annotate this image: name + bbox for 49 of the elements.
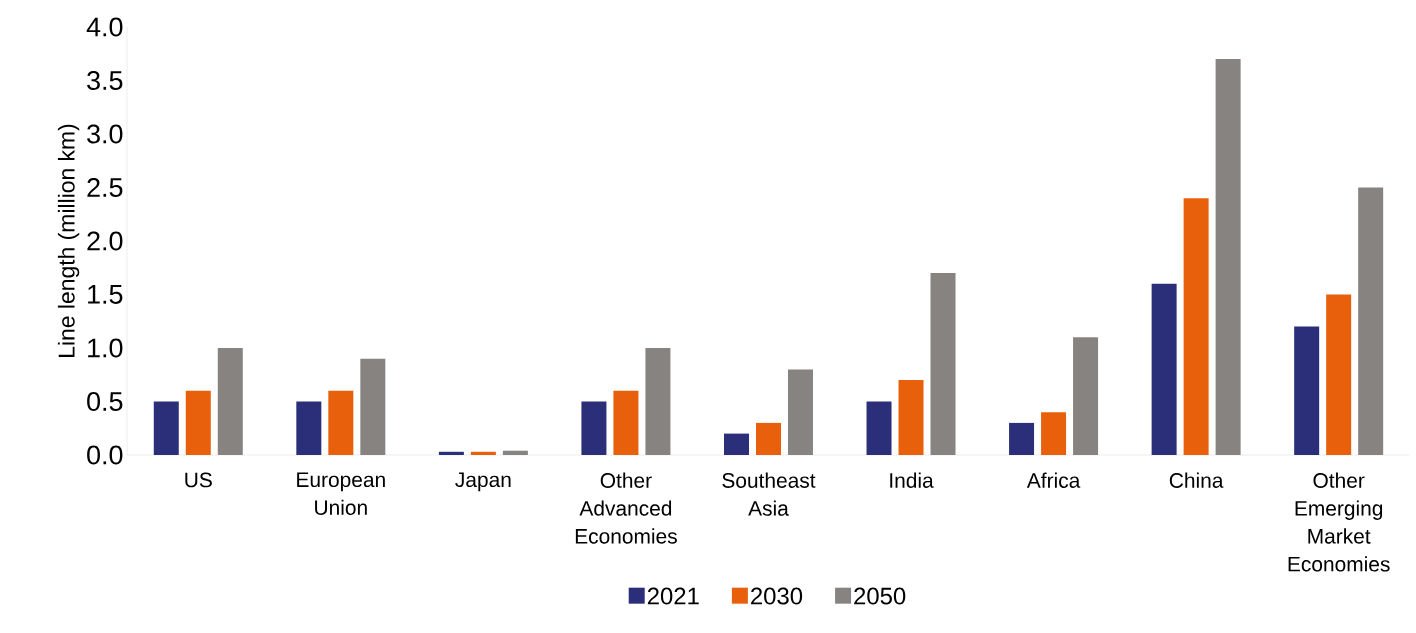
bar [1009, 422, 1035, 455]
bar [1183, 198, 1209, 455]
y-tick-label: 3.5 [87, 70, 123, 91]
x-tick-label: US [185, 472, 212, 488]
bar [723, 433, 749, 455]
legend-label: 2050 [854, 587, 906, 605]
bar [360, 358, 386, 455]
bar [930, 273, 956, 455]
y-tick-label: 2.5 [87, 177, 123, 198]
y-tick-label: 0.0 [87, 445, 123, 465]
y-tick-label: 3.0 [87, 124, 123, 144]
legend-label: 2030 [751, 587, 803, 605]
bar [613, 390, 639, 455]
bar [328, 390, 354, 455]
bar [185, 390, 211, 455]
bar [1294, 326, 1320, 455]
bar [217, 348, 243, 455]
y-tick-label: 1.5 [88, 285, 123, 304]
bar [296, 401, 322, 455]
y-axis-title: Line length (million km) [57, 124, 80, 357]
x-tick-label: Southeast Asia [722, 472, 816, 516]
x-tick-label: Other Advanced Economies [575, 472, 677, 544]
legend-label: 2021 [647, 587, 699, 605]
bar [1041, 412, 1067, 455]
bar [502, 450, 528, 455]
bar [1358, 187, 1384, 455]
bar [1215, 59, 1241, 455]
y-tick-label: 4.0 [86, 17, 123, 37]
bar [645, 348, 671, 455]
x-tick-label: European Union [297, 472, 385, 516]
bar [787, 369, 813, 455]
bar [1326, 294, 1352, 455]
bar [1151, 283, 1177, 455]
x-tick-label: India [890, 472, 934, 488]
bar [755, 422, 781, 455]
bar [470, 451, 496, 455]
y-tick-label: 2.0 [87, 231, 123, 251]
x-tick-label: Other Emerging Market Economies [1288, 472, 1390, 572]
bar [866, 401, 892, 455]
bar [898, 380, 924, 455]
x-tick-label: China [1169, 472, 1224, 488]
x-tick-label: Africa [1026, 472, 1081, 488]
y-tick-label: 0.5 [87, 391, 123, 412]
bar [153, 401, 179, 455]
bar [438, 451, 464, 455]
y-tick-label: 1.0 [88, 338, 123, 358]
bar [581, 401, 607, 455]
bar [1073, 337, 1099, 455]
x-tick-label: Japan [455, 472, 511, 492]
